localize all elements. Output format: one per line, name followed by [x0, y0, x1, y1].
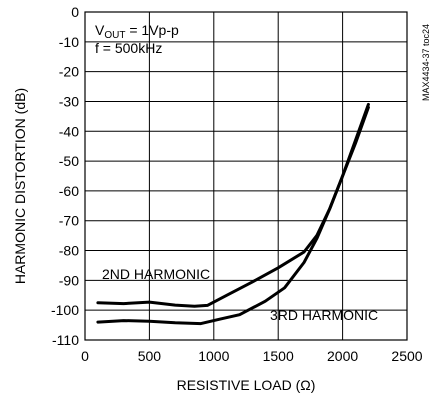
part-id-label: MAX4434-37 toc24	[421, 24, 431, 101]
y-tick-label: -80	[59, 243, 79, 259]
series-label-2nd-harmonic: 2ND HARMONIC	[102, 266, 210, 282]
y-tick-label: -10	[59, 34, 79, 50]
y-tick-label: -110	[52, 332, 79, 348]
series-label-3rd-harmonic: 3RD HARMONIC	[270, 307, 378, 323]
x-tick-label: 2500	[391, 348, 422, 364]
x-tick-label: 1500	[263, 348, 294, 364]
x-tick-label: 1000	[198, 348, 229, 364]
vout-annotation: VOUT = 1Vp-p	[95, 22, 179, 41]
y-tick-labels: 0 -10 -20 -30 -40 -50 -60 -70 -80 -90 -100 -110	[51, 4, 79, 348]
x-tick-labels: 0 500 1000 1500 2000 2500	[81, 348, 423, 364]
y-axis-title: HARMONIC DISTORTION (dB)	[12, 88, 28, 284]
x-axis-title: RESISTIVE LOAD (Ω)	[177, 377, 316, 393]
series-lines	[96, 102, 370, 326]
x-tick-label: 0	[81, 348, 89, 364]
x-tick-label: 500	[138, 348, 162, 364]
y-tick-label: -50	[59, 153, 79, 169]
y-tick-label: -90	[59, 272, 79, 288]
y-tick-label: -40	[59, 123, 79, 139]
grid	[84, 11, 408, 341]
frequency-annotation: f = 500kHz	[95, 40, 162, 56]
y-tick-label: -60	[59, 183, 79, 199]
y-tick-label: -30	[59, 93, 79, 109]
plot-frame	[84, 11, 408, 341]
y-tick-label: -20	[59, 64, 79, 80]
y-tick-label: 0	[71, 4, 79, 20]
y-tick-label: -100	[51, 302, 79, 318]
y-tick-label: -70	[59, 213, 79, 229]
x-tick-label: 2000	[327, 348, 358, 364]
series-line-3rd-harmonic	[96, 105, 370, 326]
